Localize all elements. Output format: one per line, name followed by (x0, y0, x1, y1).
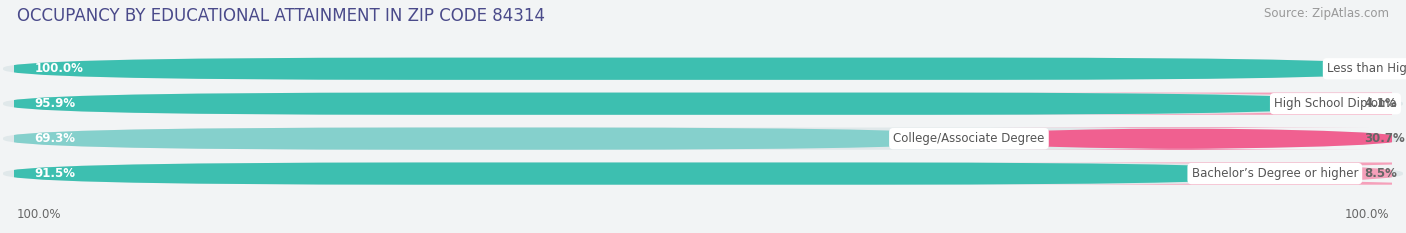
Text: 30.7%: 30.7% (1364, 132, 1405, 145)
Text: High School Diploma: High School Diploma (1274, 97, 1396, 110)
Text: 100.0%: 100.0% (1344, 208, 1389, 221)
FancyBboxPatch shape (3, 162, 1286, 185)
Text: Less than High School: Less than High School (1327, 62, 1406, 75)
FancyBboxPatch shape (3, 127, 1403, 150)
FancyBboxPatch shape (957, 127, 1403, 150)
Text: Source: ZipAtlas.com: Source: ZipAtlas.com (1264, 7, 1389, 20)
FancyBboxPatch shape (990, 162, 1406, 185)
Text: 8.5%: 8.5% (1364, 167, 1398, 180)
FancyBboxPatch shape (3, 127, 980, 150)
FancyBboxPatch shape (3, 162, 1403, 185)
FancyBboxPatch shape (3, 93, 1347, 115)
Text: OCCUPANCY BY EDUCATIONAL ATTAINMENT IN ZIP CODE 84314: OCCUPANCY BY EDUCATIONAL ATTAINMENT IN Z… (17, 7, 546, 25)
Text: 100.0%: 100.0% (17, 208, 62, 221)
Text: 69.3%: 69.3% (35, 132, 76, 145)
Text: 91.5%: 91.5% (35, 167, 76, 180)
Text: College/Associate Degree: College/Associate Degree (893, 132, 1045, 145)
Text: 100.0%: 100.0% (35, 62, 83, 75)
Text: Bachelor’s Degree or higher: Bachelor’s Degree or higher (1191, 167, 1358, 180)
FancyBboxPatch shape (3, 93, 1403, 115)
FancyBboxPatch shape (3, 58, 1403, 80)
FancyBboxPatch shape (990, 93, 1406, 115)
FancyBboxPatch shape (3, 58, 1403, 80)
Text: 95.9%: 95.9% (35, 97, 76, 110)
Text: 4.1%: 4.1% (1364, 97, 1398, 110)
